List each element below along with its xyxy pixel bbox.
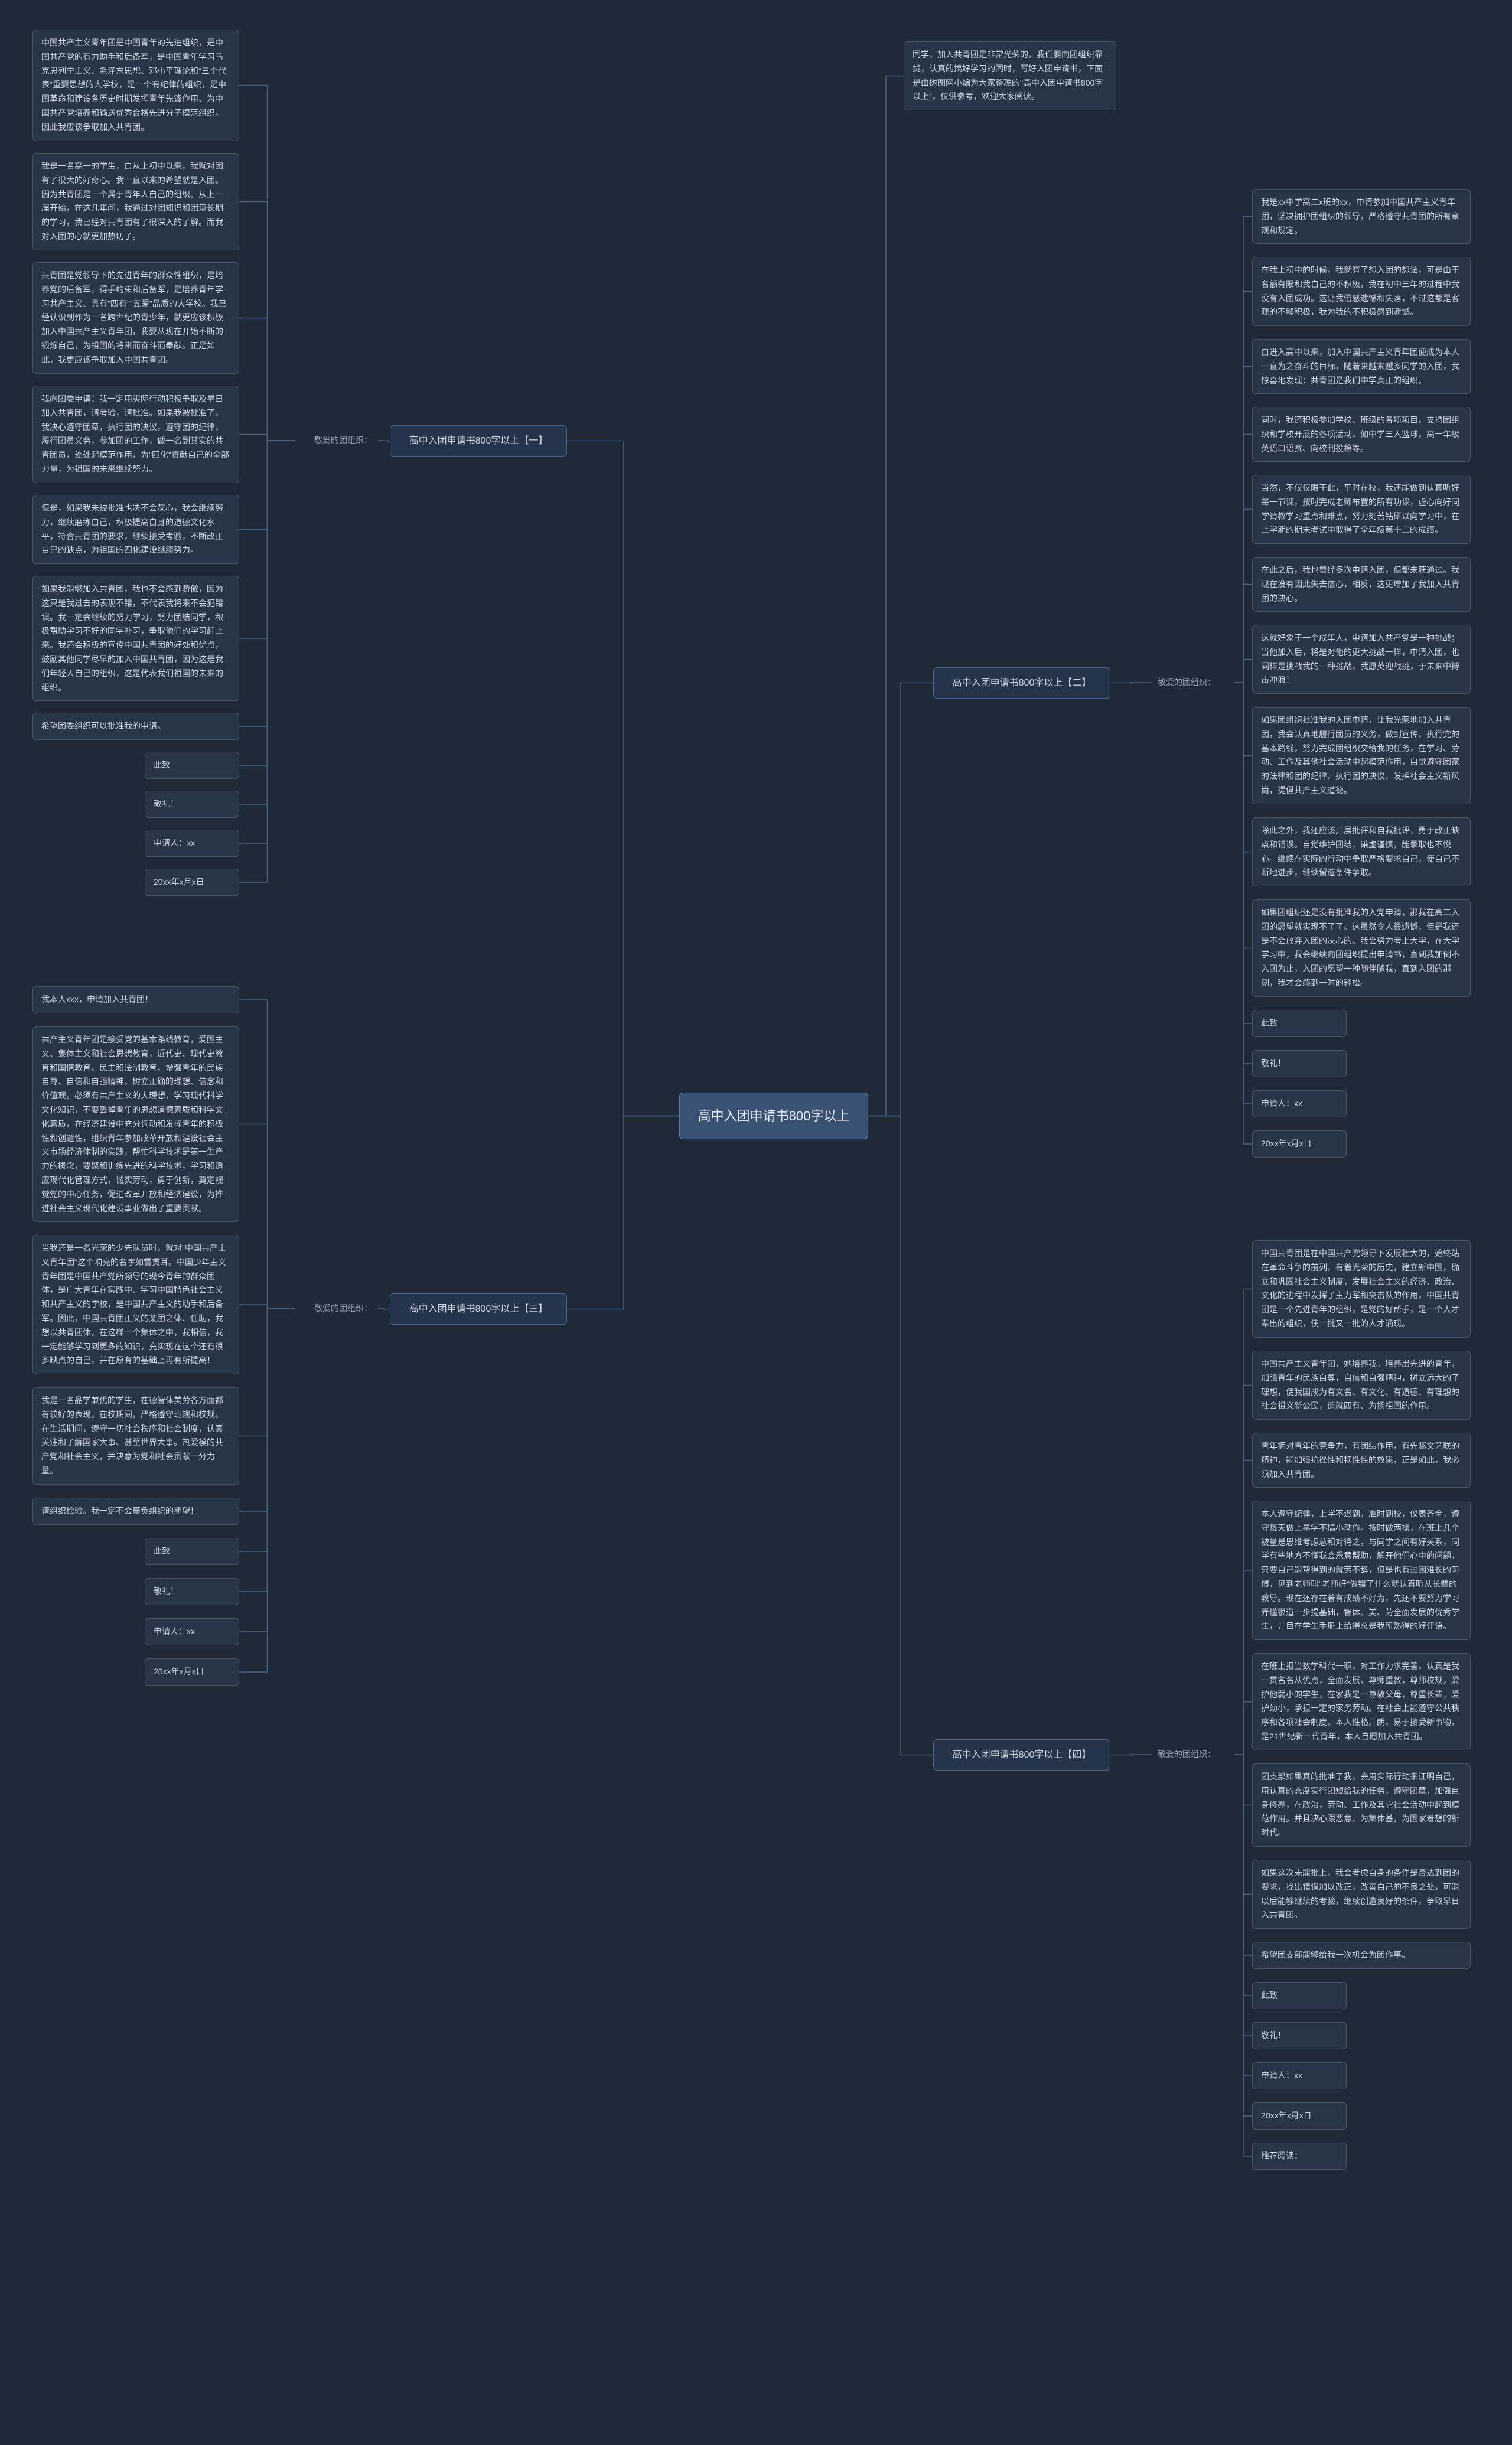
leaf-node: 如果我能够加入共青团，我也不会感到骄傲，因为这只是我过去的表现不错，不代表我将来…	[32, 576, 239, 701]
leaf-node: 敬礼！	[1252, 1050, 1347, 1077]
leaf-node: 本人遵守纪律，上学不迟到，准时到校，仪表齐全，遵守每天做上早学不搞小动作。按时做…	[1252, 1501, 1471, 1640]
leaf-node: 除此之外，我还应该开展批评和自我批评，勇于改正缺点和错误。自觉维护团结，谦虚谨慎…	[1252, 817, 1471, 886]
leaf-node: 如果团组织还是没有批准我的入党申请，那我在高二入团的愿望就实现不了了。这虽然令人…	[1252, 899, 1471, 997]
leaf-node: 敬礼！	[145, 1578, 239, 1605]
leaf-node: 如果这次未能批上，我会考虑自身的条件是否达到团的要求，找出错误加以改正，改善自己…	[1252, 1860, 1471, 1929]
leaf-node: 我是一名品学兼优的学生，在德智体美劳各方面都有较好的表现。在校期间，严格遵守班规…	[32, 1387, 239, 1485]
leaf-node: 希望团委组织可以批准我的申请。	[32, 713, 239, 740]
leaf-node: 中国共青团是在中国共产党领导下发展壮大的，始终站在革命斗争的前列，有着光荣的历史…	[1252, 1240, 1471, 1338]
leaf-node: 敬礼！	[1252, 2022, 1347, 2049]
leaf-node: 请组织检验。我一定不会辜负组织的期望！	[32, 1498, 239, 1525]
leaf-node: 敬礼！	[145, 791, 239, 818]
root-title: 高中入团申请书800字以上	[679, 1093, 868, 1139]
leaf-node: 中国共产主义青年团，她培养我，培养出先进的青年，加强青年的民族自尊，自信和自强精…	[1252, 1351, 1471, 1420]
leaf-node: 申请人：xx	[145, 830, 239, 857]
section-title: 高中入团申请书800字以上【二】	[933, 667, 1110, 699]
leaf-node: 同时，我还积极参加学校、班级的各项项目，支持团组织和学校开展的各项活动。如中学三…	[1252, 407, 1471, 462]
leaf-node: 20xx年x月x日	[145, 1658, 239, 1686]
leaf-node: 共产主义青年团是接受党的基本路线教育，爱国主义、集体主义和社会思想教育，近代史、…	[32, 1026, 239, 1222]
leaf-node: 我本人xxx，申请加入共青团！	[32, 986, 239, 1013]
leaf-node: 此致	[145, 1538, 239, 1565]
leaf-node: 此致	[1252, 1010, 1347, 1037]
leaf-node: 我是一名高一的学生，自从上初中以来，我就对团有了很大的好奇心。我一直以来的希望就…	[32, 153, 239, 250]
leaf-node: 在此之后，我也曾经多次申请入团，但都未获通过。我现在没有因此失去信心，相反，这更…	[1252, 557, 1471, 612]
leaf-node: 20xx年x月x日	[1252, 2102, 1347, 2130]
leaf-node: 如果团组织批准我的入团申请，让我光荣地加入共青团，我会认真地履行团员的义务，做到…	[1252, 707, 1471, 804]
leaf-node: 团支部如果真的批准了我，会用实际行动来证明自己，用认真的态度实行团短给我的任务，…	[1252, 1763, 1471, 1847]
leaf-node: 申请人：xx	[1252, 2062, 1347, 2089]
section-label: 敬爱的团组织：	[295, 1298, 378, 1319]
leaf-node: 自进入高中以来，加入中国共产主义青年团便成为本人一直为之奋斗的目标，随着来越来越…	[1252, 339, 1471, 394]
leaf-node: 希望团支部能够给我一次机会为团作事。	[1252, 1942, 1471, 1969]
leaf-node: 在我上初中的时候，我就有了想入团的想法，可是由于名额有限和我自己的不积极，我在初…	[1252, 257, 1471, 326]
section-label: 敬爱的团组织：	[295, 430, 378, 451]
section-label: 敬爱的团组织：	[1152, 1744, 1234, 1765]
section-label: 敬爱的团组织：	[1152, 672, 1234, 693]
leaf-node: 我是xx中学高二x班的xx，申请参加中国共产主义青年团，坚决拥护团组织的领导，严…	[1252, 189, 1471, 244]
leaf-node: 申请人：xx	[145, 1618, 239, 1645]
leaf-node: 这就好象于一个成年人，申请加入共产党是一种挑战；当他加入后，将是对他的更大挑战一…	[1252, 625, 1471, 694]
section-title: 高中入团申请书800字以上【四】	[933, 1739, 1110, 1771]
leaf-node: 此致	[1252, 1982, 1347, 2009]
leaf-node: 我向团委申请：我一定用实际行动积极争取及早日加入共青团，请考验，请批准。如果我被…	[32, 386, 239, 483]
leaf-node: 中国共产主义青年团是中国青年的先进组织，是中国共产党的有力助手和后备军，是中国青…	[32, 30, 239, 141]
intro-text: 同学，加入共青团是非常光荣的，我们要向团组织靠拢，认真的搞好学习的同时，写好入团…	[904, 41, 1116, 110]
leaf-node: 青年拥对青年的竞争力，有团结作用，有先驱文艺联的精神，能加强抗挫性和韧性性的效果…	[1252, 1433, 1471, 1488]
leaf-node: 当然，不仅仅限于此，平时在校，我还能做到认真听好每一节课，按时完成老师布置的所有…	[1252, 475, 1471, 544]
leaf-node: 申请人：xx	[1252, 1090, 1347, 1117]
leaf-node: 在班上担当数学科代一职，对工作力求完善，认真是我一贯名名从优点，全面发展，尊师重…	[1252, 1653, 1471, 1750]
section-title: 高中入团申请书800字以上【一】	[390, 425, 567, 457]
section-title: 高中入团申请书800字以上【三】	[390, 1293, 567, 1325]
leaf-node: 此致	[145, 752, 239, 779]
leaf-node: 但是，如果我未被批准也决不会灰心，我会继续努力，继续磨练自己，积极提高自身的道德…	[32, 495, 239, 564]
leaf-node: 当我还是一名光荣的少先队员时，就对"中国共产主义青年团"这个响亮的名字如雷贯耳。…	[32, 1235, 239, 1374]
leaf-node: 20xx年x月x日	[1252, 1130, 1347, 1158]
leaf-node: 共青团是党领导下的先进青年的群众性组织，是培养党的后备军，得手约束和后备军，是培…	[32, 262, 239, 374]
leaf-node: 推荐阅读：	[1252, 2143, 1347, 2170]
leaf-node: 20xx年x月x日	[145, 869, 239, 896]
